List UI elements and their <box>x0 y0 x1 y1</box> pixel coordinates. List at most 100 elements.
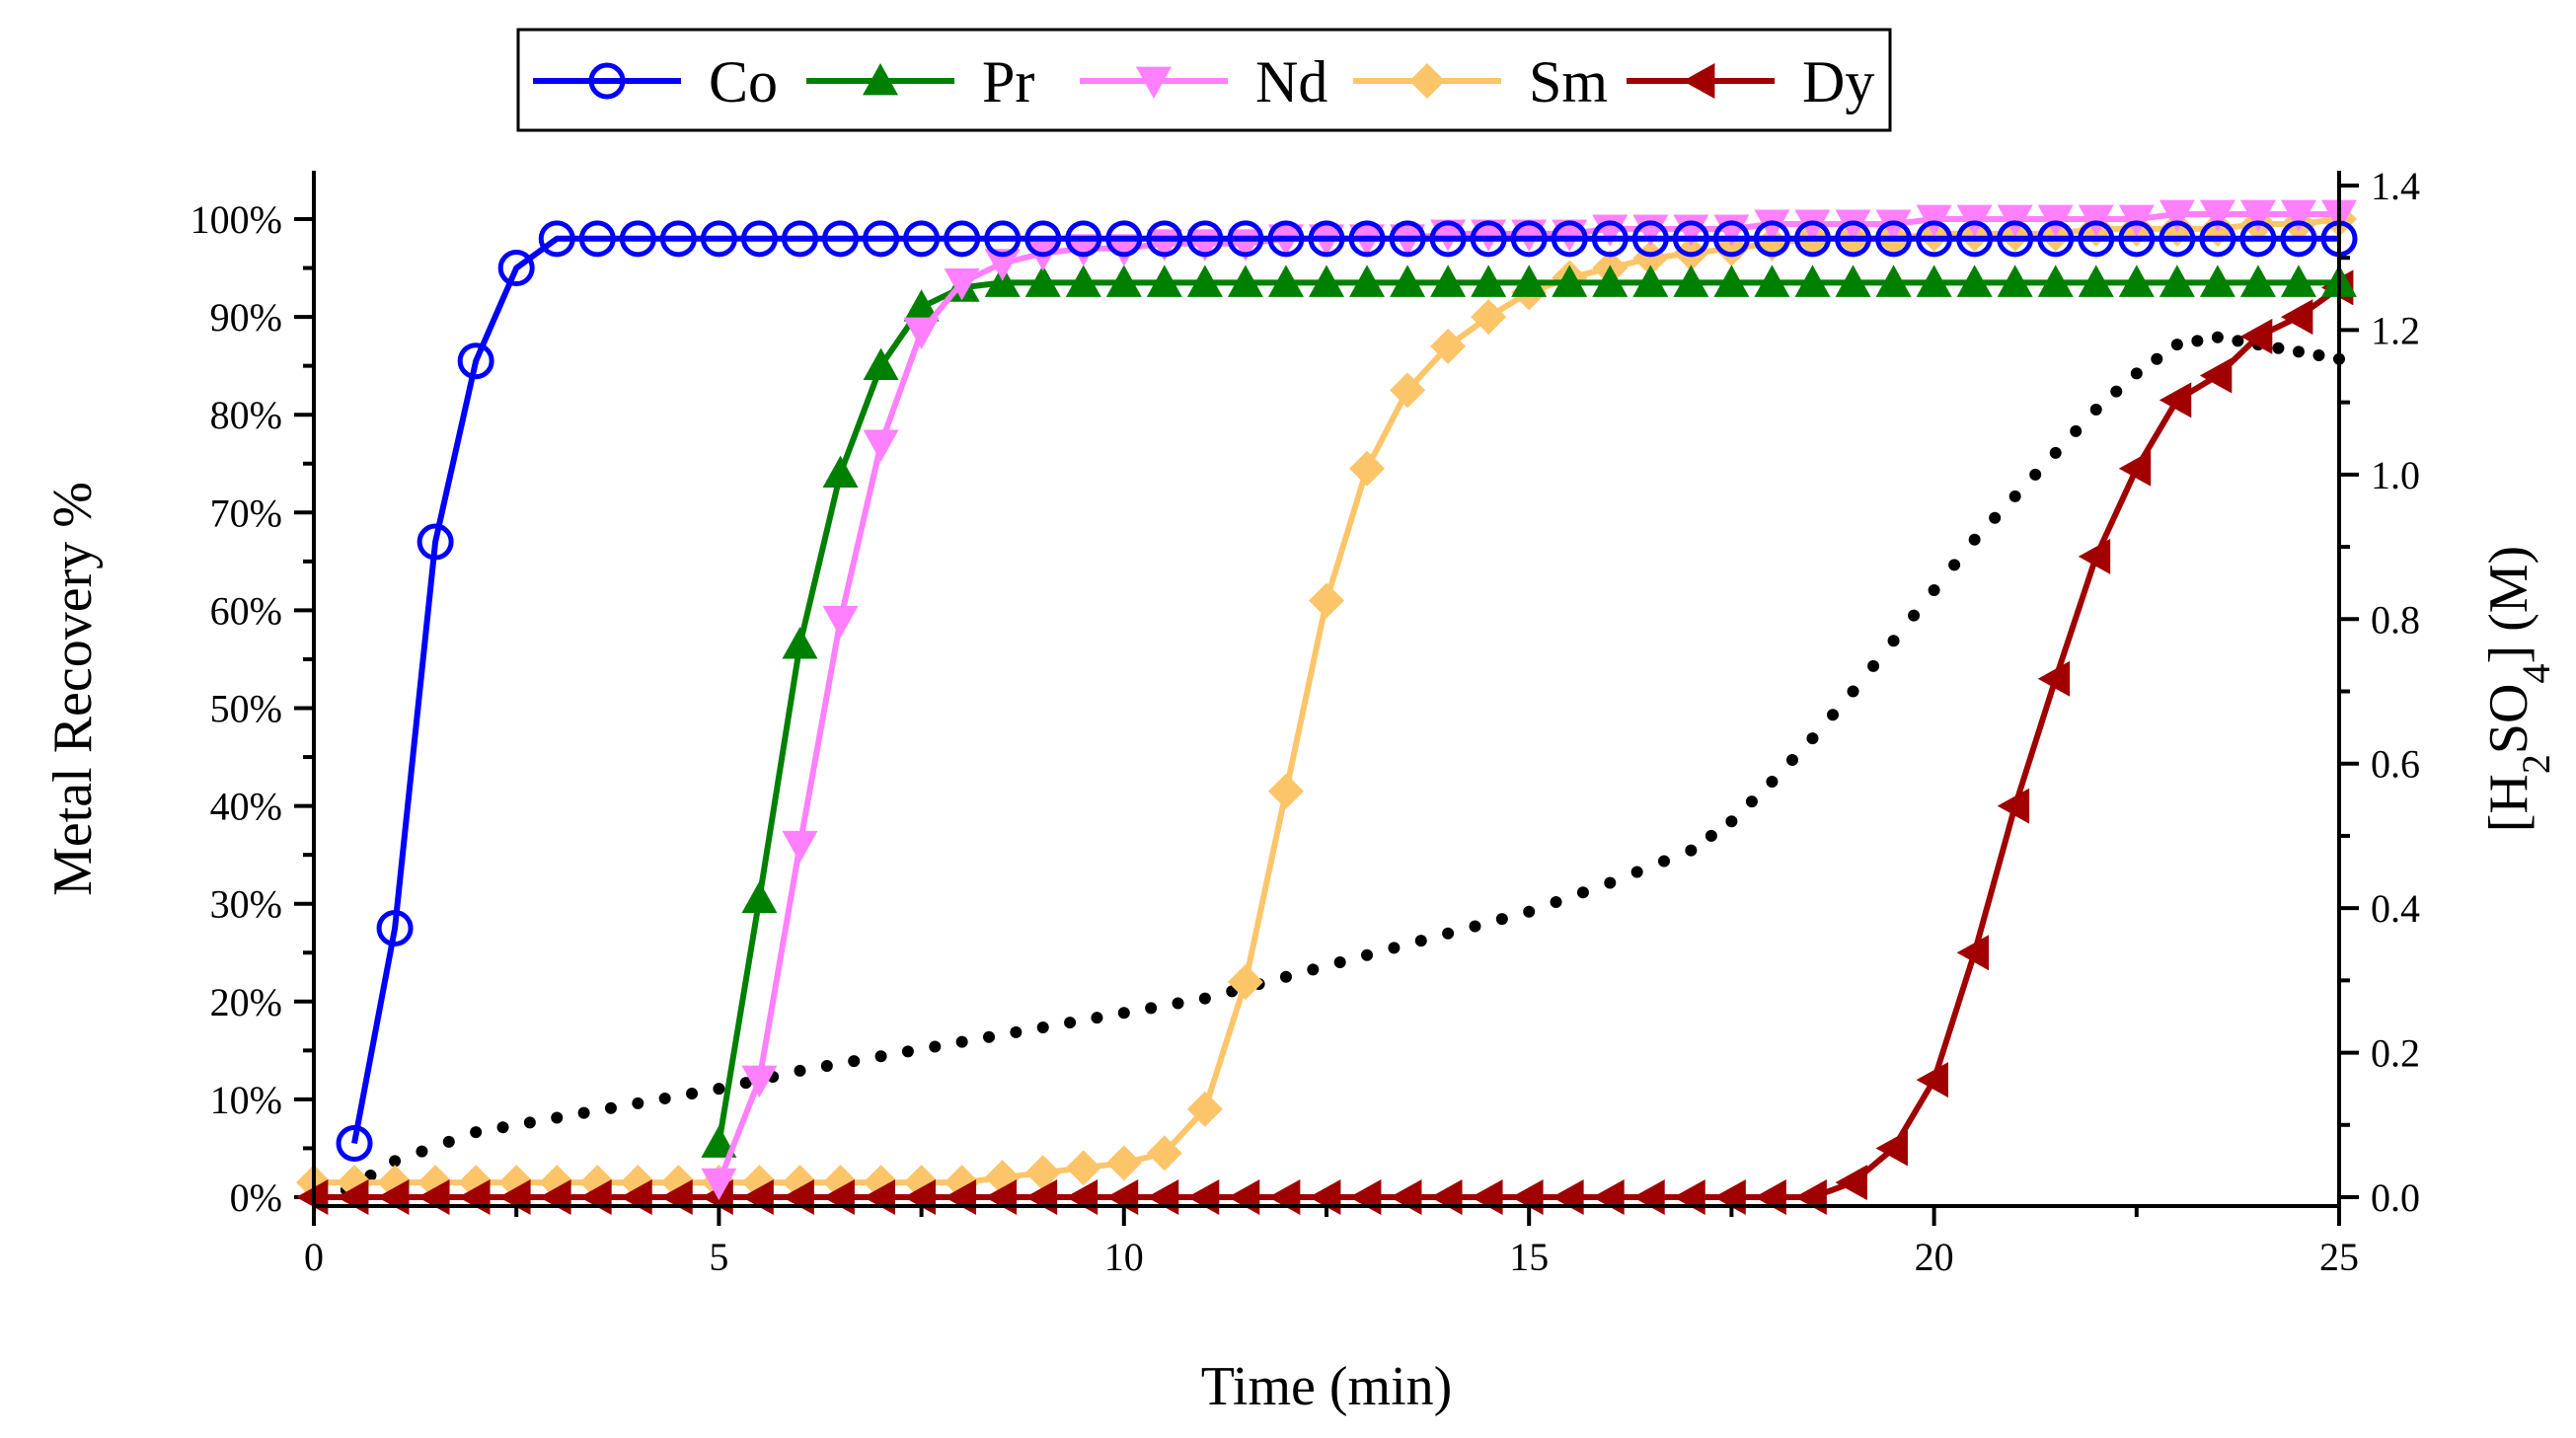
pr-point <box>1511 265 1548 297</box>
dy-point <box>1835 1165 1867 1201</box>
sm-point <box>1309 582 1344 619</box>
pr-point <box>782 627 818 659</box>
h2so4-point <box>848 1055 861 1068</box>
pr-point <box>1632 265 1669 297</box>
h2so4-point <box>1414 935 1427 947</box>
co-point <box>1753 220 1790 258</box>
h2so4-point <box>1968 533 1981 546</box>
sm-point <box>1227 963 1263 1000</box>
h2so4-point <box>658 1092 671 1104</box>
nd-point <box>741 1065 778 1098</box>
dy-point <box>2118 450 2152 487</box>
co-point <box>1146 220 1183 258</box>
co-point <box>2239 220 2277 258</box>
sm-point <box>1065 1150 1101 1186</box>
dy-point <box>1146 1179 1179 1215</box>
dy-point <box>1430 1179 1463 1215</box>
h2so4-point <box>1887 635 1900 647</box>
co-point <box>1672 220 1709 258</box>
dy-point <box>1552 1179 1584 1215</box>
y2-tick-label-0.6: 0.6 <box>2371 742 2420 787</box>
dy-point <box>2159 382 2192 418</box>
dy-point <box>1997 788 2030 824</box>
pr-point <box>1713 265 1750 297</box>
h2so4-point <box>1766 776 1779 789</box>
h2so4-point <box>2029 468 2042 481</box>
co-point <box>863 220 900 258</box>
h2so4-point <box>523 1116 536 1129</box>
co-point <box>1510 220 1548 258</box>
co-point <box>1348 220 1386 258</box>
nd-point <box>1875 209 1912 242</box>
co-point <box>1835 220 1872 258</box>
h2so4-point <box>2070 424 2083 437</box>
h2so4-point <box>496 1121 509 1134</box>
pr-point <box>1916 265 1952 297</box>
h2so4-point <box>416 1145 428 1158</box>
legend-swatch-marker <box>1683 63 1715 99</box>
pr-point <box>1309 265 1344 297</box>
h2so4-point <box>1745 795 1758 808</box>
pr-point <box>2159 265 2195 297</box>
pr-point <box>701 1125 737 1158</box>
h2so4-point <box>874 1050 887 1063</box>
co-point <box>822 220 860 258</box>
co-point <box>336 1124 373 1162</box>
pr-point <box>1024 265 1061 297</box>
nd-point <box>1835 209 1871 242</box>
dy-point <box>2280 299 2313 336</box>
h2so4-point <box>2130 367 2143 380</box>
h2so4-point <box>1785 754 1798 767</box>
y2-tick-label-1: 1.0 <box>2371 453 2420 497</box>
nd-point <box>2159 199 2195 233</box>
co-line <box>351 235 2339 1145</box>
nd-point <box>782 830 818 864</box>
dy-point <box>1065 1179 1099 1215</box>
co-point <box>1916 220 1953 258</box>
h2so4-point <box>2292 345 2305 358</box>
h2so4-point <box>2110 385 2123 398</box>
y-tick-label-100: 100% <box>190 197 282 242</box>
pr-point <box>2118 265 2155 297</box>
series-nd <box>701 199 2357 1201</box>
y-tick-label-10: 10% <box>210 1078 282 1122</box>
legend-swatch-marker <box>1136 66 1172 99</box>
h2so4-point <box>1604 876 1617 889</box>
sm-point <box>1267 773 1304 809</box>
h2so4-point <box>1495 913 1508 926</box>
x-tick-label-20: 20 <box>1915 1235 1954 1279</box>
h2so4-point <box>442 1135 455 1148</box>
dy-point <box>1916 1062 1948 1098</box>
y-tick-label-60: 60% <box>210 588 282 633</box>
co-point <box>2078 220 2115 258</box>
co-point <box>984 220 1022 258</box>
co-point <box>1065 220 1102 258</box>
h2so4-point <box>1333 956 1346 969</box>
legend-item-co: Co <box>533 49 778 114</box>
y-axis-title: Metal Recovery % <box>42 482 104 896</box>
x-tick-label-5: 5 <box>709 1235 728 1279</box>
pr-point <box>1835 265 1871 297</box>
pr-point <box>1875 265 1912 297</box>
nd-point <box>944 268 980 301</box>
x-tick-label-10: 10 <box>1104 1235 1144 1279</box>
h2so4-point <box>1705 829 1717 842</box>
pr-point <box>1390 265 1426 297</box>
h2so4-point <box>1928 584 1940 596</box>
y2-tick-label-0: 0.0 <box>2371 1175 2420 1220</box>
legend-label: Pr <box>982 49 1034 114</box>
h2so4-point <box>794 1064 806 1077</box>
co-point <box>2118 220 2156 258</box>
pr-point <box>1471 265 1507 297</box>
dy-point <box>2078 538 2111 574</box>
dy-point <box>2037 660 2071 697</box>
legend-swatch-marker <box>588 62 626 100</box>
h2so4-point <box>1091 1012 1103 1024</box>
pr-point <box>1065 265 1101 297</box>
h2so4-point <box>2008 490 2021 502</box>
x-tick-label-15: 15 <box>1509 1235 1549 1279</box>
co-point <box>1631 220 1669 258</box>
co-point <box>1389 220 1426 258</box>
co-point <box>417 523 454 561</box>
